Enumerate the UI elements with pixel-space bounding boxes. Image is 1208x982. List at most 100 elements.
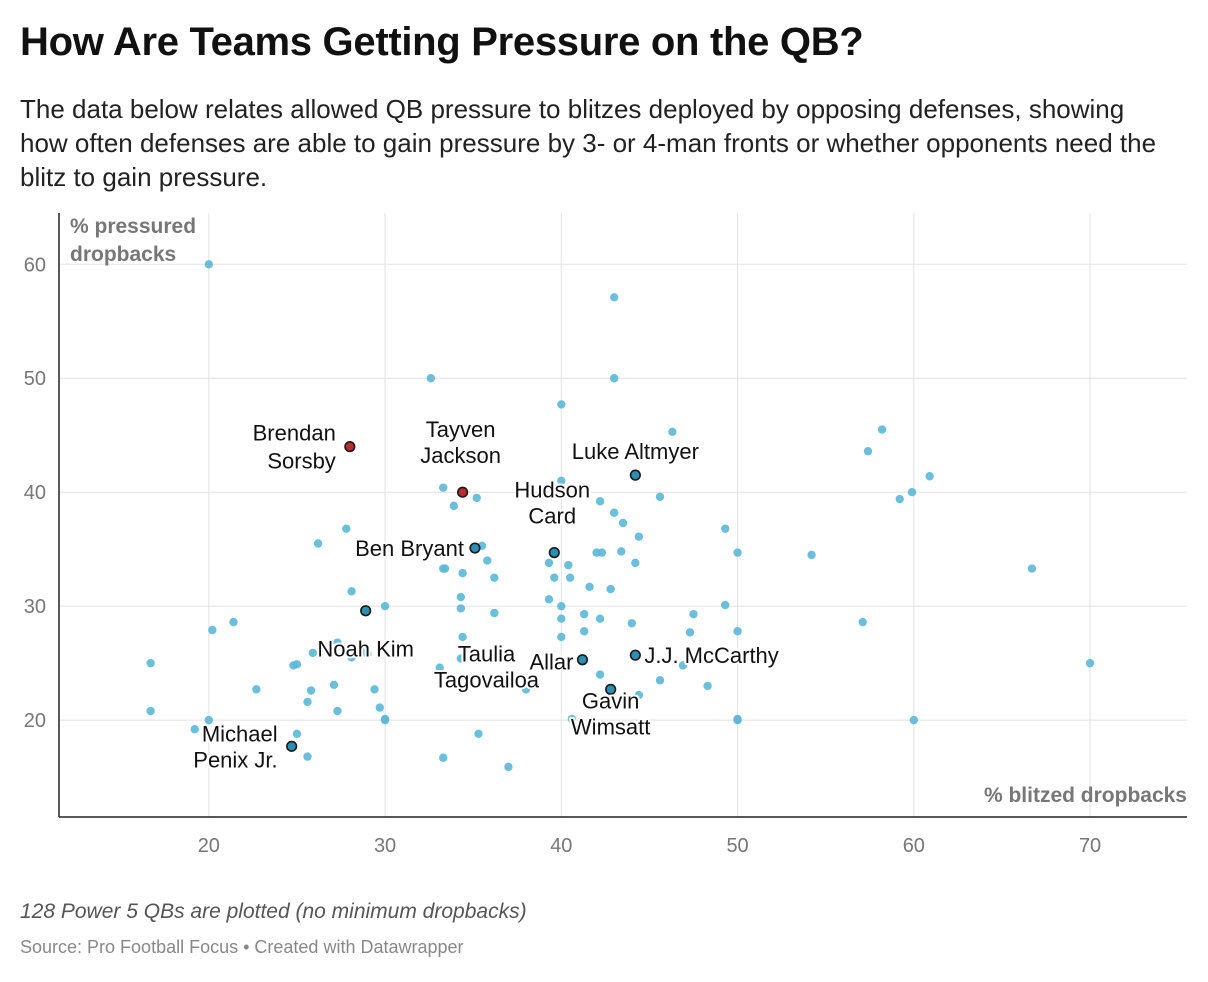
data-point-64	[363, 649, 372, 659]
data-point-16	[449, 501, 458, 511]
data-point-34	[564, 560, 573, 570]
data-point-33	[544, 558, 554, 568]
data-point-78	[375, 703, 384, 712]
point-label-line: Wimsatt	[571, 714, 650, 739]
point-label-tayven-jackson: Tayven Jackson	[420, 417, 501, 468]
point-label-line: Gavin	[582, 688, 639, 713]
data-point-3	[609, 374, 619, 383]
highlight-point-gavin-wimsatt	[605, 683, 617, 695]
point-label-taulia-tagovailoa: Taulia Tagovailoa	[434, 642, 540, 693]
point-labels: Brendan Sorsby Tayven Jackson Luke Altmyer Hu…	[191, 415, 781, 774]
data-point-65	[347, 653, 356, 662]
y-tick-label-50: 50	[24, 368, 46, 390]
data-point-89	[521, 685, 531, 694]
chart-subtitle: The data below relates allowed QB pressu…	[20, 94, 1157, 192]
data-point-101	[909, 715, 919, 725]
data-point-55	[685, 628, 695, 637]
data-point-98	[703, 681, 712, 691]
data-point-5	[668, 427, 677, 437]
data-point-1	[609, 293, 619, 302]
data-point-81	[380, 714, 390, 724]
point-label-line: Brendan	[253, 421, 336, 446]
data-point-51	[595, 614, 605, 623]
point-label-gavin-wimsatt: Gavin Wimsatt	[571, 688, 650, 739]
data-point-25	[342, 524, 351, 533]
point-label-brendan-sorsby: Brendan Sorsby	[253, 421, 336, 474]
point-label-line: Card	[528, 504, 576, 529]
data-point-29	[490, 573, 499, 582]
point-label-line: Luke Altmyer	[572, 439, 699, 464]
data-point-92	[504, 762, 513, 772]
data-point-46	[456, 604, 466, 613]
data-point-59	[1027, 564, 1037, 573]
y-tick-label-40: 40	[24, 482, 46, 504]
highlight-point-noah-kim	[360, 605, 372, 617]
data-point-48	[380, 601, 390, 611]
x-tick-label-30: 30	[374, 835, 396, 857]
data-point-50	[580, 609, 589, 619]
data-point-14	[439, 483, 448, 492]
data-point-85	[292, 729, 302, 739]
highlight-point-michael-penix-jr	[286, 740, 298, 752]
data-point-87	[435, 663, 444, 672]
y-tick-label-30: 30	[24, 596, 46, 618]
point-label-j-j-mccarthy: J.J. McCarthy	[644, 643, 778, 668]
data-point-63	[356, 646, 365, 655]
data-point-2	[426, 374, 436, 383]
data-point-93	[567, 714, 577, 724]
point-label-line: Ben Bryant	[355, 536, 464, 561]
data-point-52	[557, 614, 566, 623]
data-point-15	[472, 493, 481, 503]
x-tick-label-50: 50	[726, 835, 748, 857]
data-point-6	[877, 425, 887, 434]
point-label-allar: Allar	[529, 650, 573, 675]
data-point-75	[329, 680, 339, 690]
chart-title: How Are Teams Getting Pressure on the QB…	[20, 20, 864, 64]
point-label-line: Allar	[529, 650, 573, 675]
point-label-line: Michael	[202, 721, 278, 746]
data-point-18	[609, 508, 619, 517]
data-point-91	[439, 753, 448, 762]
data-point-73	[252, 685, 261, 694]
data-point-49	[347, 587, 356, 596]
x-tick-label-20: 20	[198, 835, 220, 857]
data-point-12	[557, 476, 566, 486]
data-point-86	[303, 752, 312, 761]
data-point-7	[863, 446, 873, 456]
highlight-point-brendan-sorsby	[344, 441, 356, 453]
data-point-70	[146, 658, 155, 668]
data-point-96	[655, 676, 665, 685]
data-point-47	[490, 608, 499, 618]
data-point-102	[1085, 658, 1095, 668]
data-point-10	[895, 494, 904, 504]
point-label-line: J.J. McCarthy	[644, 643, 778, 668]
point-label-line: Hudson	[514, 478, 590, 503]
x-tick-label-40: 40	[550, 835, 572, 857]
point-label-line: Penix Jr.	[193, 747, 277, 772]
y-axis-title-line1: % pressured	[70, 215, 196, 238]
data-point-22	[721, 524, 730, 533]
highlight-point-j-j-mccarthy	[629, 649, 641, 661]
data-point-77	[370, 685, 379, 694]
highlight-point-hudson-card	[548, 547, 560, 559]
data-point-67	[308, 648, 317, 658]
data-point-44	[557, 601, 566, 611]
data-point-8	[925, 472, 934, 481]
point-label-line: Jackson	[420, 443, 501, 468]
data-point-35	[550, 573, 559, 582]
data-point-42	[606, 584, 615, 594]
tick-labels: 20 30 40 50 60 70 20 30 40 50 60	[24, 254, 1101, 857]
data-point-26	[313, 539, 323, 548]
data-point-32	[439, 564, 448, 573]
point-label-noah-kim: Noah Kim	[317, 637, 414, 662]
data-point-53	[627, 619, 637, 628]
data-point-90	[474, 729, 483, 739]
data-point-57	[733, 627, 742, 636]
data-point-72	[229, 617, 238, 627]
point-label-line: Noah Kim	[317, 637, 414, 662]
data-point-24	[807, 550, 816, 560]
point-label-ben-bryant: Ben Bryant	[355, 536, 464, 561]
data-point-19	[553, 516, 562, 525]
data-point-4	[557, 400, 566, 409]
data-point-83	[190, 725, 199, 734]
